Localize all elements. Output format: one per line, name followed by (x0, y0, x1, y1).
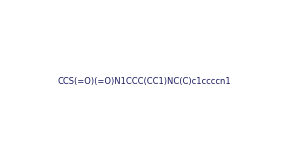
Text: CCS(=O)(=O)N1CCC(CC1)NC(C)c1ccccn1: CCS(=O)(=O)N1CCC(CC1)NC(C)c1ccccn1 (57, 77, 231, 86)
